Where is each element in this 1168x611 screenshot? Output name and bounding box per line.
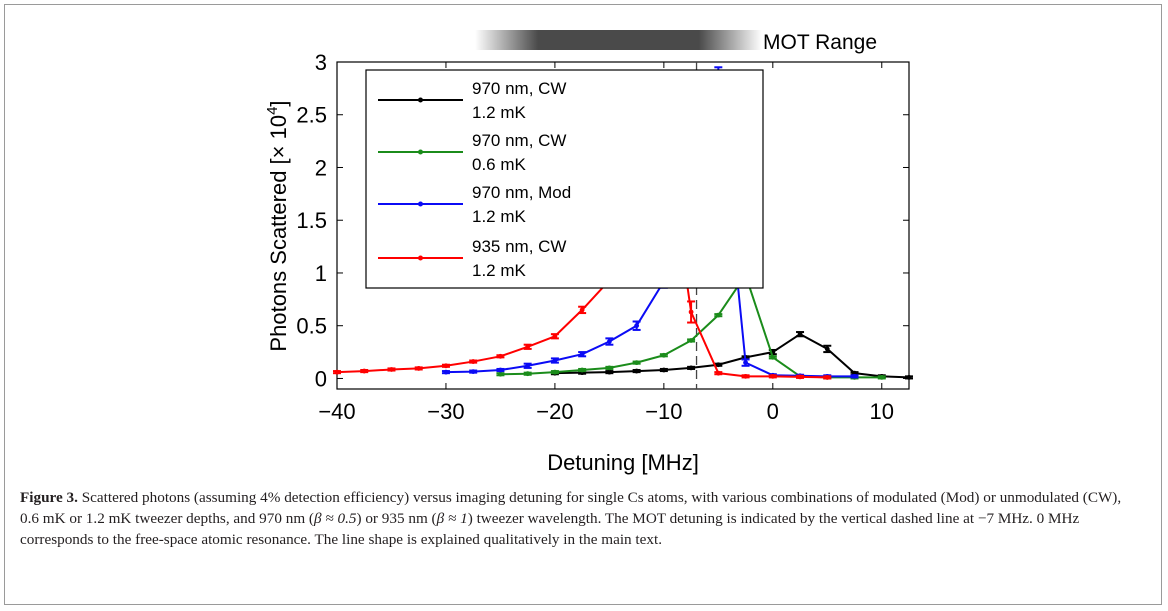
data-point [824,374,830,380]
data-point [770,354,776,360]
y-axis-label-text: Photons Scattered [ [266,158,291,351]
legend-label-1a: 970 nm, CW [472,131,566,150]
data-point [498,371,503,377]
legend-marker-1 [418,149,423,155]
data-point [770,373,776,379]
data-point [634,368,640,374]
legend-label-0a: 970 nm, CW [472,79,566,98]
data-point [525,371,531,377]
caption-text-2: ) or 935 nm ( [356,510,437,527]
data-point [743,373,748,379]
data-point [525,344,531,350]
data-point [498,367,503,373]
x-axis-label: Detuning [MHz] [547,450,699,475]
legend-marker-3 [418,255,423,261]
legend: 970 nm, CW 1.2 mK 970 nm, CW 0.6 mK 970 … [365,69,764,289]
x-tick-label: 0 [767,399,779,424]
y-axis-label-exp: 4 [264,107,281,115]
mot-range-label: MOT Range [763,31,877,54]
y-tick-label: 2 [315,155,327,180]
x-axis: −40 −30 −20 −10 0 10 [318,62,894,424]
data-point [552,333,558,339]
data-point [661,352,667,358]
data-point [443,363,449,369]
legend-label-1b: 0.6 mK [472,155,527,174]
figure-caption: Figure 3. Scattered photons (assuming 4%… [20,487,1140,550]
data-point [498,353,503,359]
data-point [797,374,803,380]
y-axis: 0 0.5 1 1.5 2 2.5 3 [296,50,909,391]
data-point [688,309,694,315]
x-tick-label: 10 [870,399,894,424]
caption-beta-1: β ≈ 0.5 [313,510,357,527]
series-0 [550,331,913,380]
x-tick-label: −20 [536,399,573,424]
legend-marker-2 [418,201,423,207]
series-line [445,87,855,378]
caption-text-1: Scattered photons (assuming 4% detection… [20,489,1122,527]
legend-label-2b: 1.2 mK [472,207,527,226]
caption-beta-2: β ≈ 1 [436,510,468,527]
y-tick-label: 1.5 [296,208,327,233]
series-line [554,333,910,379]
legend-label-2a: 970 nm, Mod [472,183,571,202]
y-tick-label: 3 [315,50,327,75]
data-point [606,339,612,344]
x-tick-label: −40 [318,399,355,424]
data-point [606,369,612,375]
chart: MOT Range 00.511.522.53 −40 −30 −20 −10 0 10 … [264,30,913,475]
y-tick-label: 2.5 [296,103,327,128]
data-point [634,323,640,329]
data-point [361,368,367,374]
legend-label-3b: 1.2 mK [472,261,527,280]
y-axis-label-close: ] [266,100,291,106]
y-tick-label: 1 [315,261,327,286]
data-point [661,367,667,373]
legend-label-0b: 1.2 mK [472,103,527,122]
mot-range-bar [475,30,762,50]
data-point [443,369,449,375]
data-point [525,363,531,369]
data-point [552,369,558,375]
legend-label-3a: 935 nm, CW [472,237,566,256]
data-point [470,359,476,364]
legend-marker-0 [418,97,423,103]
legend-box [365,69,764,289]
data-point [852,373,857,379]
data-point [797,331,803,337]
data-point [389,367,394,372]
data-point [715,362,721,368]
data-point [579,351,585,357]
data-point [906,374,912,380]
data-point [715,370,721,376]
data-point [552,358,558,363]
data-point [715,312,721,318]
x-tick-label: −30 [427,399,464,424]
y-axis-label-times: × 10 [266,115,291,158]
y-axis-label: Photons Scattered [× 104] [264,100,291,351]
data-point [579,367,585,373]
data-point [579,307,585,313]
data-point [470,369,476,374]
data-point [334,369,340,375]
caption-label: Figure 3. [20,489,78,506]
data-point [824,346,830,352]
y-tick-label: 0.5 [296,314,327,339]
data-point [606,365,612,371]
data-point [416,366,422,371]
y-tick-label: 0 [315,366,327,391]
data-point [688,338,694,343]
data-point [879,374,885,380]
x-tick-label: −10 [645,399,682,424]
data-point [688,365,694,371]
data-point [634,360,640,366]
caption-text-3: ) tweezer wavelength. The MOT detuning i… [20,510,1080,548]
data-point [743,360,748,366]
